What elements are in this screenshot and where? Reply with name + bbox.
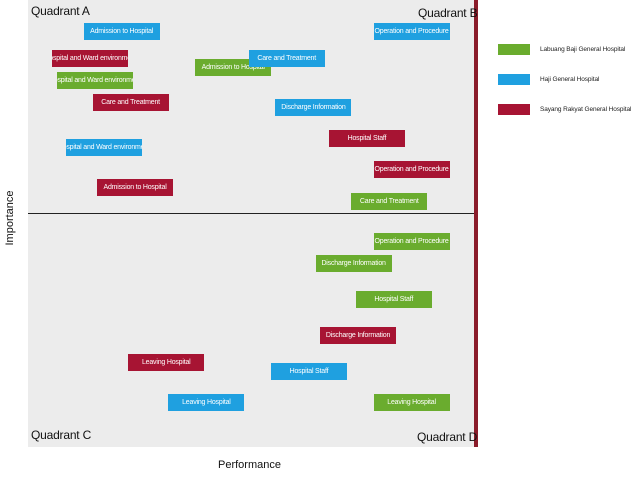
legend-swatch-1 bbox=[498, 73, 530, 85]
point-1-4: Hospital and Ward environment bbox=[65, 139, 142, 156]
y-axis-label: Importance bbox=[4, 190, 16, 246]
legend-item-1: Haji General Hospital bbox=[498, 72, 638, 86]
point-2-6: Leaving Hospital bbox=[128, 353, 205, 371]
legend-label-2: Sayang Rakyat General Hospital bbox=[540, 105, 632, 113]
point-0-3: Operation and Procedure bbox=[373, 232, 450, 250]
x-axis-label: Performance bbox=[218, 459, 281, 471]
legend-label-1: Haji General Hospital bbox=[540, 75, 600, 83]
point-2-1: Care and Treatment bbox=[92, 94, 169, 112]
point-0-2: Care and Treatment bbox=[351, 192, 428, 210]
legend-item-2: Sayang Rakyat General Hospital bbox=[498, 102, 638, 116]
point-1-6: Leaving Hospital bbox=[168, 393, 245, 411]
quadrant-d-label: Quadrant D bbox=[417, 430, 478, 444]
point-0-5: Hospital Staff bbox=[355, 290, 432, 308]
quadrant-b-label: Quadrant B bbox=[418, 6, 478, 20]
point-2-4: Admission to Hospital bbox=[97, 179, 174, 197]
quadrant-c-label: Quadrant C bbox=[31, 428, 92, 442]
quadrant-divider bbox=[28, 213, 474, 214]
point-1-0: Admission to Hospital bbox=[83, 22, 160, 40]
point-0-4: Discharge Information bbox=[315, 255, 392, 273]
point-1-3: Discharge Information bbox=[275, 98, 352, 116]
legend-swatch-2 bbox=[498, 103, 530, 115]
point-1-5: Hospital Staff bbox=[270, 362, 347, 380]
point-1-1: Operation and Procedure bbox=[373, 22, 450, 40]
point-1-2: Care and Treatment bbox=[248, 49, 325, 67]
point-2-3: Operation and Procedure bbox=[373, 161, 450, 179]
legend-item-0: Labuang Baji General Hospital bbox=[498, 42, 638, 56]
point-2-5: Discharge Information bbox=[320, 326, 397, 344]
point-0-1: Hospital and Ward environment bbox=[56, 71, 133, 89]
quadrant-a-label: Quadrant A bbox=[31, 4, 90, 18]
legend: Labuang Baji General Hospital Haji Genera… bbox=[498, 42, 638, 132]
legend-swatch-0 bbox=[498, 43, 530, 55]
legend-label-0: Labuang Baji General Hospital bbox=[540, 45, 626, 53]
point-2-2: Hospital Staff bbox=[328, 130, 405, 148]
point-0-6: Leaving Hospital bbox=[373, 393, 450, 411]
plot-right-border bbox=[474, 0, 478, 447]
point-2-0: Hospital and Ward environment bbox=[52, 49, 129, 67]
